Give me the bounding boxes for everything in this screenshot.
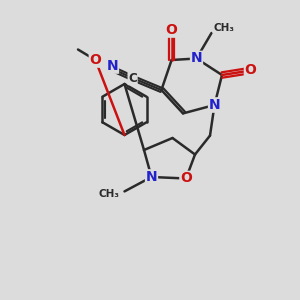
Text: O: O [89,53,101,67]
Text: CH₃: CH₃ [213,22,234,33]
Text: N: N [107,59,118,73]
Text: O: O [166,23,178,37]
Text: N: N [209,98,220,112]
Text: C: C [128,71,137,85]
Text: N: N [191,52,202,65]
Text: O: O [180,172,192,185]
Text: N: N [146,170,157,184]
Text: CH₃: CH₃ [98,189,119,199]
Text: O: O [244,64,256,77]
